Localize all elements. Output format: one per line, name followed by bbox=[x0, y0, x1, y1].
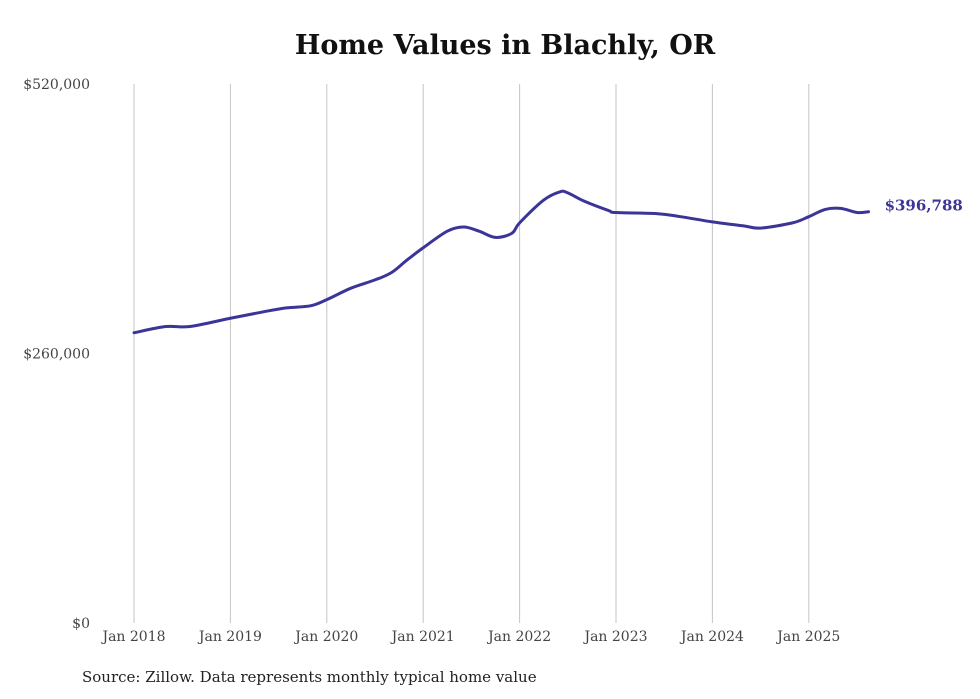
x-tick-label: Jan 2025 bbox=[775, 629, 840, 645]
series-line bbox=[132, 189, 871, 335]
x-tick-label: Jan 2024 bbox=[679, 629, 744, 645]
x-tick-label: Jan 2022 bbox=[486, 629, 551, 645]
y-tick-label: $260,000 bbox=[23, 347, 90, 363]
end-value-label: $396,788 bbox=[885, 197, 963, 215]
x-tick-label: Jan 2023 bbox=[582, 629, 647, 645]
x-tick-label: Jan 2018 bbox=[100, 629, 165, 645]
x-tick-label: Jan 2021 bbox=[390, 629, 455, 645]
y-tick-label: $0 bbox=[72, 616, 90, 632]
source-note: Source: Zillow. Data represents monthly … bbox=[82, 668, 537, 686]
x-tick-label: Jan 2020 bbox=[293, 629, 358, 645]
y-tick-label: $520,000 bbox=[23, 77, 90, 93]
chart-title: Home Values in Blachly, OR bbox=[294, 30, 716, 61]
x-tick-label: Jan 2019 bbox=[197, 629, 262, 645]
